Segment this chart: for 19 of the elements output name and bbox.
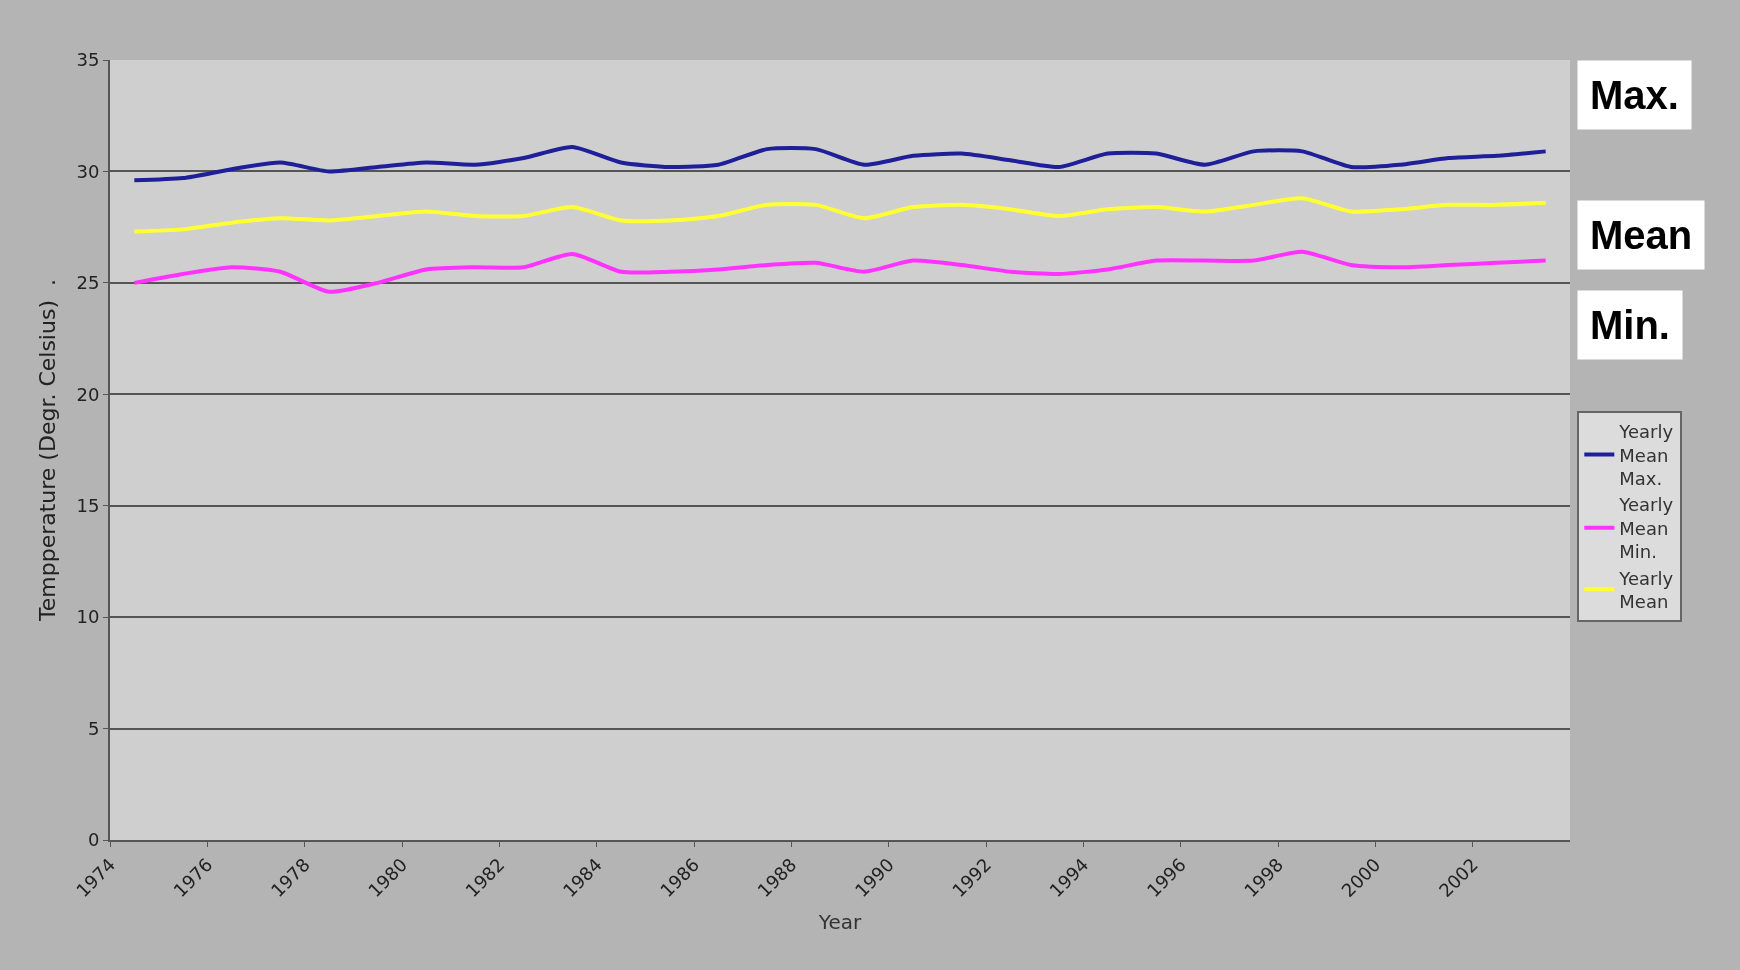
y-tick-label: 30 — [76, 160, 100, 182]
y-tick-label: 5 — [87, 717, 100, 739]
y-axis-title: Tempperature (Degr. Celsius) . — [34, 279, 60, 622]
y-tick-label: 0 — [87, 829, 100, 851]
legend-label: Yearly Mean Min. — [1618, 494, 1674, 563]
legend-label: Yearly Mean — [1618, 567, 1674, 613]
y-tick-label: 25 — [76, 272, 100, 294]
legend-label: Yearly Mean Max. — [1618, 421, 1674, 490]
x-axis-title: Year — [817, 910, 862, 935]
text: Max. — [1590, 73, 1679, 117]
line-series — [132, 144, 1548, 183]
text: Min. — [1590, 303, 1670, 347]
line-series — [132, 249, 1548, 294]
y-tick-label: 15 — [76, 495, 100, 517]
line-series — [132, 196, 1548, 234]
y-tick-label: 10 — [76, 606, 100, 628]
y-tick-label: 20 — [76, 383, 100, 405]
y-tick-label: 35 — [76, 49, 100, 71]
text: Mean — [1590, 213, 1693, 257]
